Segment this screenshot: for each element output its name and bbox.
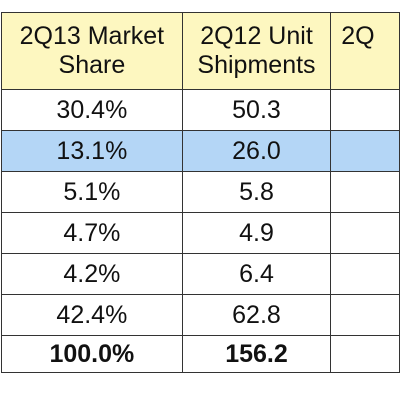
unit-shipments-cell: 26.0 — [181, 130, 332, 172]
header-2q12-unit-shipments: 2Q12 Unit Shipments — [181, 12, 332, 90]
unit-shipments-cell: 62.8 — [181, 294, 332, 336]
total-row: 100.0% 156.2 — [1, 335, 400, 373]
total-unit-shipments-cell: 156.2 — [181, 335, 332, 373]
header-2q13-line2: Share — [58, 51, 126, 79]
market-share-cell: 4.7% — [1, 212, 183, 254]
market-share-cell: 42.4% — [1, 294, 183, 336]
partial-cell — [330, 294, 400, 336]
market-share-cell: 5.1% — [1, 171, 183, 213]
unit-shipments-cell: 50.3 — [181, 89, 332, 131]
table-row: 4.7% 4.9 — [1, 212, 400, 254]
header-2q12-line2: Shipments — [197, 51, 316, 79]
unit-shipments-cell: 6.4 — [181, 253, 332, 295]
market-share-cell: 4.2% — [1, 253, 183, 295]
header-2q13-market-share: 2Q13 Market Share — [1, 12, 183, 90]
unit-shipments-cell: 5.8 — [181, 171, 332, 213]
partial-cell — [330, 253, 400, 295]
market-share-cell: 13.1% — [1, 130, 183, 172]
table-row: 30.4% 50.3 — [1, 89, 400, 131]
table-row-highlighted: 13.1% 26.0 — [1, 130, 400, 172]
table-row: 5.1% 5.8 — [1, 171, 400, 213]
unit-shipments-cell: 4.9 — [181, 212, 332, 254]
partial-cell — [330, 130, 400, 172]
table-row: 4.2% 6.4 — [1, 253, 400, 295]
partial-cell — [330, 89, 400, 131]
header-partial-label: 2Q — [341, 22, 375, 50]
header-row: 2Q13 Market Share 2Q12 Unit Shipments 2Q — [1, 12, 400, 90]
market-share-cell: 30.4% — [1, 89, 183, 131]
partial-cell — [330, 212, 400, 254]
header-2q12-line1: 2Q12 Unit — [200, 22, 313, 50]
market-share-table: 2Q13 Market Share 2Q12 Unit Shipments 2Q… — [1, 12, 400, 373]
header-2q13-line1: 2Q13 Market — [19, 22, 165, 50]
total-market-share-cell: 100.0% — [1, 335, 183, 373]
partial-cell — [330, 335, 400, 373]
table-row: 42.4% 62.8 — [1, 294, 400, 336]
header-partial-column: 2Q — [330, 12, 400, 90]
partial-cell — [330, 171, 400, 213]
